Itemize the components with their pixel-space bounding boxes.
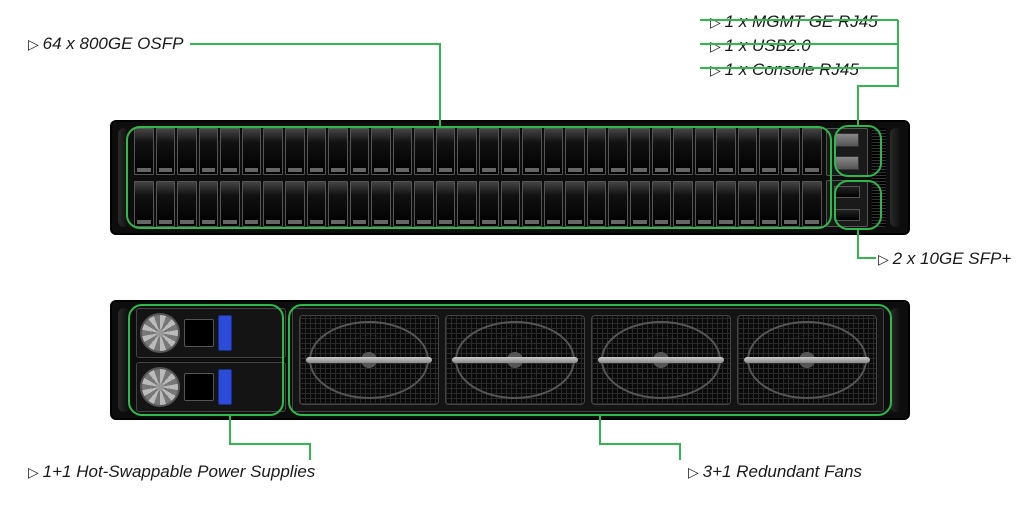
leader-lines [0,0,1024,512]
psu-fan-icon [140,313,180,353]
sfp-port [834,209,860,221]
label-mgmt1: 1 x MGMT GE RJ45 [710,12,878,32]
psu-latch [218,315,232,351]
label-sfp: 2 x 10GE SFP+ [878,249,1011,269]
rack-ear-right [890,308,902,412]
psu-module [136,308,286,358]
fan-module [737,315,877,405]
fan-module [445,315,585,405]
label-mgmt3: 1 x Console RJ45 [710,60,859,80]
mgmt-ports [826,128,868,176]
psu-socket [184,373,214,401]
label-osfp: 64 x 800GE OSFP [28,34,183,54]
fan-module [591,315,731,405]
sfp-port [834,186,860,198]
rj45-port [835,133,859,147]
sfp-ports [826,180,868,228]
fan-bay [292,308,884,412]
psu-latch [218,369,232,405]
fan-module [299,315,439,405]
rack-ear-right [890,128,902,227]
psu-column [136,308,286,412]
rack-ear-left [118,128,130,227]
psu-module [136,362,286,412]
rj45-port [835,156,859,170]
osfp-port-zone [134,128,822,227]
psu-socket [184,319,214,347]
label-mgmt2: 1 x USB2.0 [710,36,811,56]
chassis-front [110,120,910,235]
chassis-rear [110,300,910,420]
vent-strip [872,128,886,227]
port-row [134,128,822,175]
label-psu: 1+1 Hot-Swappable Power Supplies [28,462,315,482]
mgmt-stack [826,128,868,227]
label-fans: 3+1 Redundant Fans [688,462,862,482]
port-row [134,181,822,228]
rack-ear-left [118,308,130,412]
psu-fan-icon [140,367,180,407]
